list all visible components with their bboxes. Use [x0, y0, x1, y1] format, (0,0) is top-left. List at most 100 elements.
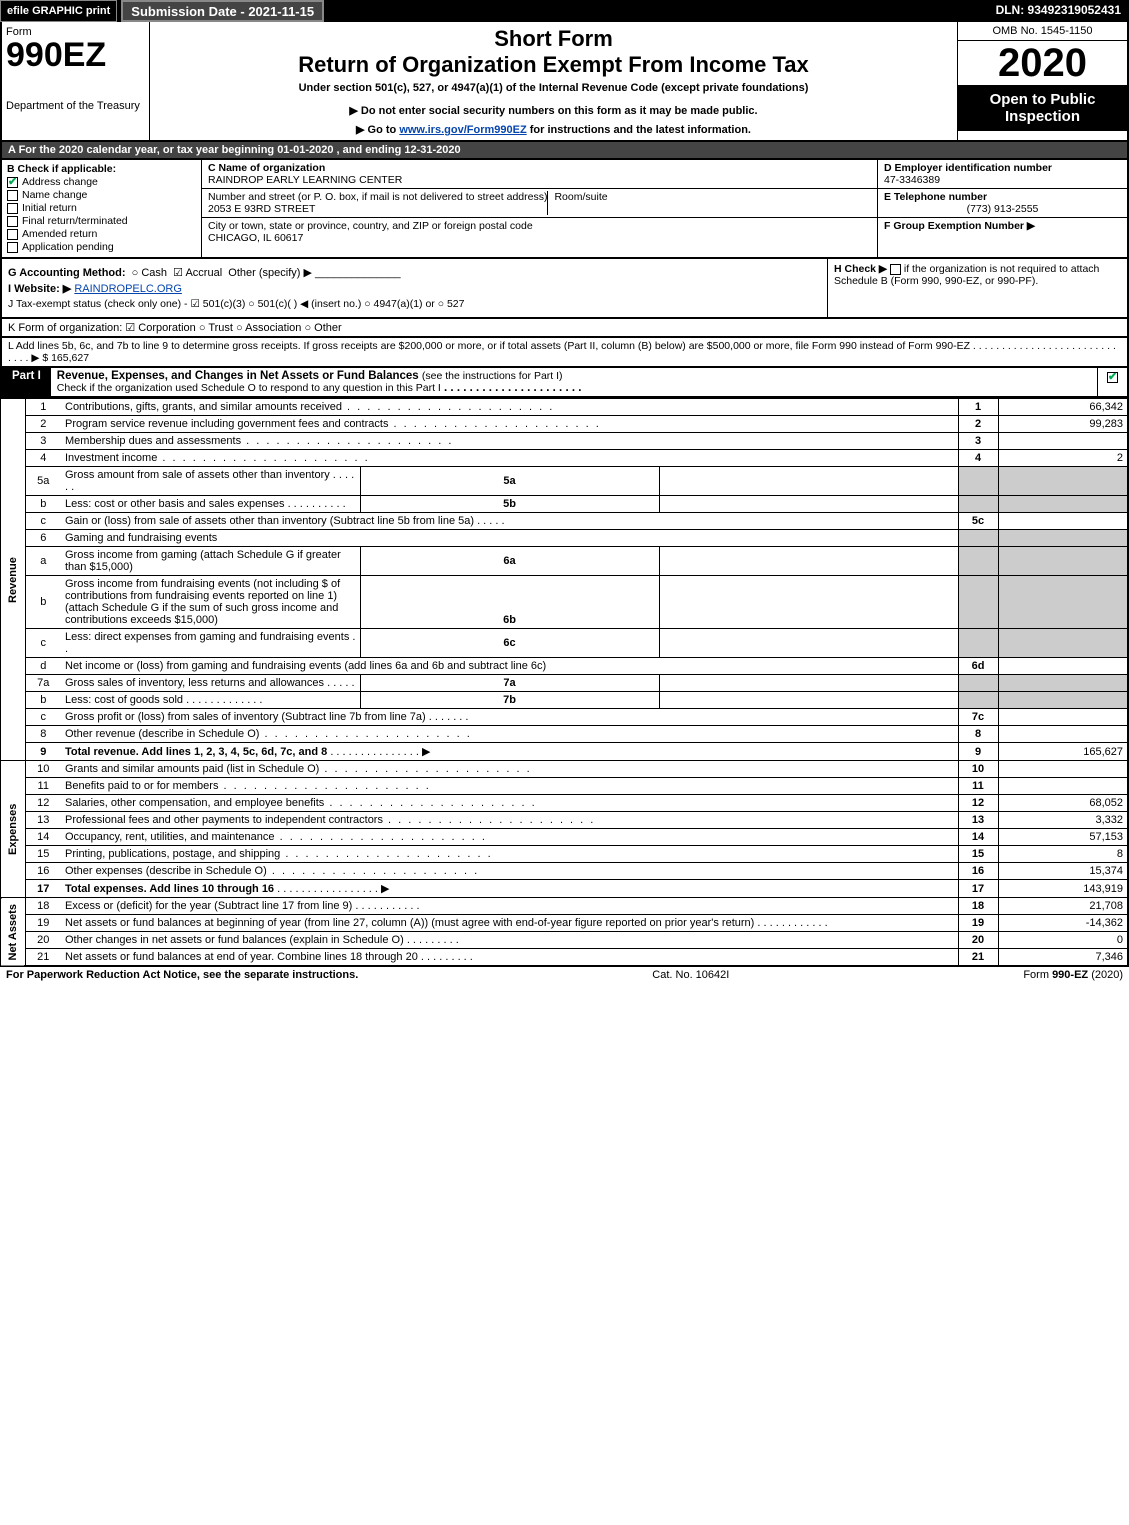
line-rno: 8 — [958, 726, 998, 743]
efile-header: efile GRAPHIC print Submission Date - 20… — [0, 0, 1129, 22]
sub-val — [659, 629, 958, 658]
print-button[interactable]: efile GRAPHIC print — [0, 0, 117, 22]
form-title-block: Short Form Return of Organization Exempt… — [150, 22, 957, 140]
chk-address-change[interactable]: Address change — [7, 176, 196, 188]
addr-label: Number and street (or P. O. box, if mail… — [208, 191, 547, 203]
chk-initial-return[interactable]: Initial return — [7, 202, 196, 214]
sub-val — [659, 496, 958, 513]
line-desc: Excess or (deficit) for the year (Subtra… — [65, 900, 352, 912]
line-amt: 2 — [998, 450, 1128, 467]
goto-line: ▶ Go to www.irs.gov/Form990EZ for instru… — [158, 123, 949, 136]
line-6b: b Gross income from fundraising events (… — [1, 576, 1128, 629]
sub-val — [659, 467, 958, 496]
line-no: 17 — [25, 880, 61, 898]
b-check-block: B Check if applicable: Address change Na… — [2, 160, 202, 257]
line-desc: Other changes in net assets or fund bala… — [65, 934, 404, 946]
line-desc: Gross sales of inventory, less returns a… — [65, 677, 324, 689]
line-8: 8 Other revenue (describe in Schedule O)… — [1, 726, 1128, 743]
line-rno: 16 — [958, 863, 998, 880]
grey-cell — [998, 629, 1128, 658]
g-cash: Cash — [141, 267, 167, 279]
line-no: c — [25, 709, 61, 726]
line-no: a — [25, 547, 61, 576]
line-amt: 21,708 — [998, 898, 1128, 915]
line-desc: Net income or (loss) from gaming and fun… — [61, 658, 958, 675]
chk-application-pending[interactable]: Application pending — [7, 241, 196, 253]
footer-post: (2020) — [1088, 969, 1123, 981]
sub-no: 5b — [360, 496, 659, 513]
line-5b: b Less: cost or other basis and sales ex… — [1, 496, 1128, 513]
chk-label: Address change — [22, 176, 98, 188]
line-amt: -14,362 — [998, 915, 1128, 932]
chk-name-change[interactable]: Name change — [7, 189, 196, 201]
city-label: City or town, state or province, country… — [208, 220, 871, 232]
website-link[interactable]: RAINDROPELC.ORG — [74, 283, 182, 295]
line-no: d — [25, 658, 61, 675]
line-desc: Gain or (loss) from sale of assets other… — [65, 515, 474, 527]
line-rno: 9 — [958, 743, 998, 761]
checkbox-icon[interactable] — [890, 264, 901, 275]
line-amt: 66,342 — [998, 399, 1128, 416]
irs-link[interactable]: www.irs.gov/Form990EZ — [399, 124, 526, 136]
grey-cell — [998, 530, 1128, 547]
line-amt: 57,153 — [998, 829, 1128, 846]
line-no: 1 — [25, 399, 61, 416]
tax-year: 2020 — [958, 41, 1127, 85]
part1-checkbox-cell — [1097, 368, 1127, 396]
line-amt: 143,919 — [998, 880, 1128, 898]
line-rno: 10 — [958, 761, 998, 778]
line-desc: Less: direct expenses from gaming and fu… — [65, 631, 349, 643]
grey-cell — [958, 692, 998, 709]
g-accrual: Accrual — [185, 267, 222, 279]
line-no: 4 — [25, 450, 61, 467]
line-desc: Program service revenue including govern… — [65, 418, 388, 430]
grey-cell — [958, 530, 998, 547]
line-no: b — [25, 496, 61, 513]
sub-no: 5a — [360, 467, 659, 496]
grey-cell — [998, 467, 1128, 496]
line-no: 3 — [25, 433, 61, 450]
cat-no: Cat. No. 10642I — [358, 969, 1023, 981]
chk-label: Final return/terminated — [22, 215, 128, 227]
org-street: 2053 E 93RD STREET — [208, 203, 547, 215]
line-no: 14 — [25, 829, 61, 846]
netassets-side-label: Net Assets — [1, 898, 25, 967]
line-18: Net Assets 18 Excess or (deficit) for th… — [1, 898, 1128, 915]
line-desc: Occupancy, rent, utilities, and maintena… — [65, 831, 275, 843]
sub-no: 7b — [360, 692, 659, 709]
org-info-block: B Check if applicable: Address change Na… — [0, 160, 1129, 259]
part1-title-text: Revenue, Expenses, and Changes in Net As… — [57, 370, 419, 382]
ein-cell: D Employer identification number 47-3346… — [878, 160, 1127, 189]
line-rno: 21 — [958, 949, 998, 967]
line-3: 3 Membership dues and assessments 3 — [1, 433, 1128, 450]
line-no: c — [25, 629, 61, 658]
line-6c: c Less: direct expenses from gaming and … — [1, 629, 1128, 658]
chk-final-return[interactable]: Final return/terminated — [7, 215, 196, 227]
line-desc: Total revenue. Add lines 1, 2, 3, 4, 5c,… — [65, 746, 327, 758]
h-block: H Check ▶ if the organization is not req… — [827, 259, 1127, 317]
checkbox-icon[interactable] — [1107, 372, 1118, 383]
checkbox-icon — [7, 203, 18, 214]
line-7a: 7a Gross sales of inventory, less return… — [1, 675, 1128, 692]
line-amt — [998, 761, 1128, 778]
checkbox-icon — [7, 190, 18, 201]
chk-amended-return[interactable]: Amended return — [7, 228, 196, 240]
chk-label: Application pending — [22, 241, 114, 253]
sub-val — [659, 547, 958, 576]
line-19: 19 Net assets or fund balances at beginn… — [1, 915, 1128, 932]
line-12: 12 Salaries, other compensation, and emp… — [1, 795, 1128, 812]
dln-number: DLN: 93492319052431 — [988, 0, 1129, 22]
line-no: 16 — [25, 863, 61, 880]
line-no: 12 — [25, 795, 61, 812]
line-rno: 18 — [958, 898, 998, 915]
ssn-warning: ▶ Do not enter social security numbers o… — [158, 104, 949, 117]
line-20: 20 Other changes in net assets or fund b… — [1, 932, 1128, 949]
line-desc: Net assets or fund balances at beginning… — [65, 917, 754, 929]
g-other: Other (specify) ▶ — [228, 267, 312, 279]
line-no: 9 — [25, 743, 61, 761]
line-rno: 12 — [958, 795, 998, 812]
line-desc: Grants and similar amounts paid (list in… — [65, 763, 319, 775]
line-desc: Contributions, gifts, grants, and simila… — [65, 401, 342, 413]
line-rno: 3 — [958, 433, 998, 450]
line-desc: Salaries, other compensation, and employ… — [65, 797, 324, 809]
